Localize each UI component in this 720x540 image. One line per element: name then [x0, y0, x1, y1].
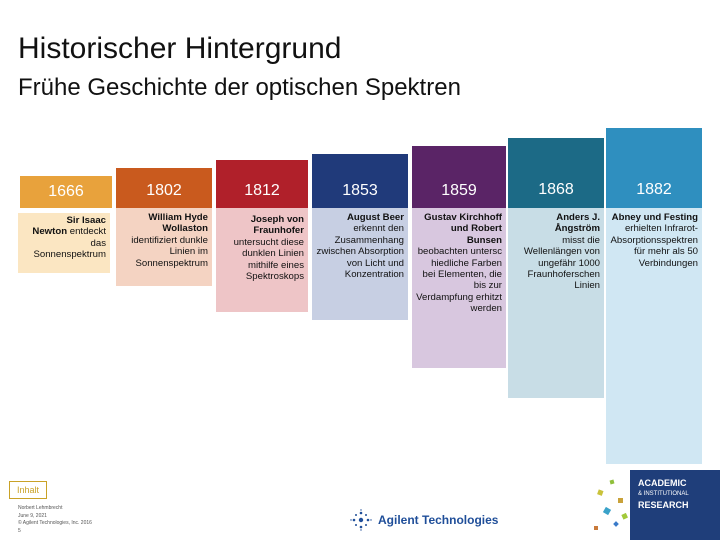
entry-text: erhielten Infrarot-Absorptionsspektren f…: [610, 223, 698, 269]
year-label: 1882: [606, 128, 702, 208]
slide-subtitle: Frühe Geschichte der optischen Spektren: [18, 74, 461, 101]
timeline-col-1812-text: Joseph von Fraunhofer untersucht diese d…: [216, 208, 308, 312]
entry-text: beobachten untersc hiedliche Farben bei …: [416, 246, 502, 315]
entry-name: August Beer: [346, 212, 404, 223]
timeline-col-1868-text: Anders J. Ångström misst die Wellenlänge…: [508, 208, 604, 398]
year-label: 1666: [20, 176, 112, 208]
agilent-name: Agilent Technologies: [378, 513, 499, 527]
decorative-dots-icon: [594, 479, 628, 530]
year-label: 1802: [116, 168, 212, 208]
academic-block: [630, 470, 720, 540]
entry-text: misst die Wellenlängen von ungefähr 1000…: [523, 234, 600, 292]
slide-title: Historischer Hintergrund: [18, 32, 342, 65]
timeline-col-1868: 1868: [508, 138, 604, 208]
timeline-col-1802: 1802: [116, 168, 212, 208]
agilent-logo: Agilent Technologies: [350, 509, 499, 531]
timeline-col-1666-text: Sir Isaac Newton entdeckt das Sonnenspek…: [18, 213, 110, 273]
agilent-spark-icon: [350, 509, 372, 531]
year-label: 1859: [412, 146, 506, 208]
footer-author: Norbert Lehmbrecht: [18, 505, 63, 511]
entry-name: Anders J. Ångström: [554, 212, 600, 235]
timeline-col-1859-text: Gustav Kirchhoff und Robert Bunsen beoba…: [412, 208, 506, 368]
timeline-col-1812: 1812: [216, 160, 308, 208]
timeline-col-1853-text: August Beer erkennt den Zusammenhang zwi…: [312, 208, 408, 320]
entry-text: untersucht diese dunklen Linien mithilfe…: [233, 236, 304, 283]
academic-research-logo: ACADEMIC & INSTITUTIONAL RESEARCH: [590, 470, 720, 540]
entry-name: Gustav Kirchhoff und Robert Bunsen: [424, 212, 502, 246]
entry-text: identifiziert dunkle Linien im Sonnenspe…: [131, 234, 208, 269]
year-label: 1853: [312, 154, 408, 208]
entry-text: entdeckt das Sonnenspektrum: [33, 226, 106, 261]
year-label: 1868: [508, 138, 604, 208]
academic-text: ACADEMIC & INSTITUTIONAL RESEARCH: [638, 478, 689, 510]
entry-name: Newton: [32, 226, 68, 238]
entry-name: Sir Isaac: [66, 215, 106, 226]
entry-name: Joseph von Fraunhofer: [250, 214, 304, 237]
entry-text: erkennt den Zusammenhang zwischen Absorp…: [316, 223, 404, 281]
timeline-col-1882-text: Abney und Festing erhielten Infrarot-Abs…: [606, 208, 702, 464]
footer-date: June 9, 2021: [18, 512, 47, 519]
entry-name: Abney und Festing: [611, 212, 698, 223]
timeline-col-1853: 1853: [312, 154, 408, 208]
entry-name: William Hyde Wollaston: [148, 212, 208, 235]
year-label: 1812: [216, 160, 308, 208]
inhalt-button[interactable]: Inhalt: [9, 481, 47, 499]
timeline-col-1882: 1882: [606, 128, 702, 208]
page-number: 5: [18, 527, 21, 534]
timeline-col-1802-text: William Hyde Wollaston identifiziert dun…: [116, 208, 212, 286]
footer-info: Norbert Lehmbrecht June 9, 2021 © Agilen…: [18, 505, 92, 535]
footer-copyright: © Agilent Technologies, Inc. 2016: [18, 520, 92, 526]
timeline-col-1666: 1666: [20, 176, 112, 208]
timeline-col-1859: 1859: [412, 146, 506, 208]
